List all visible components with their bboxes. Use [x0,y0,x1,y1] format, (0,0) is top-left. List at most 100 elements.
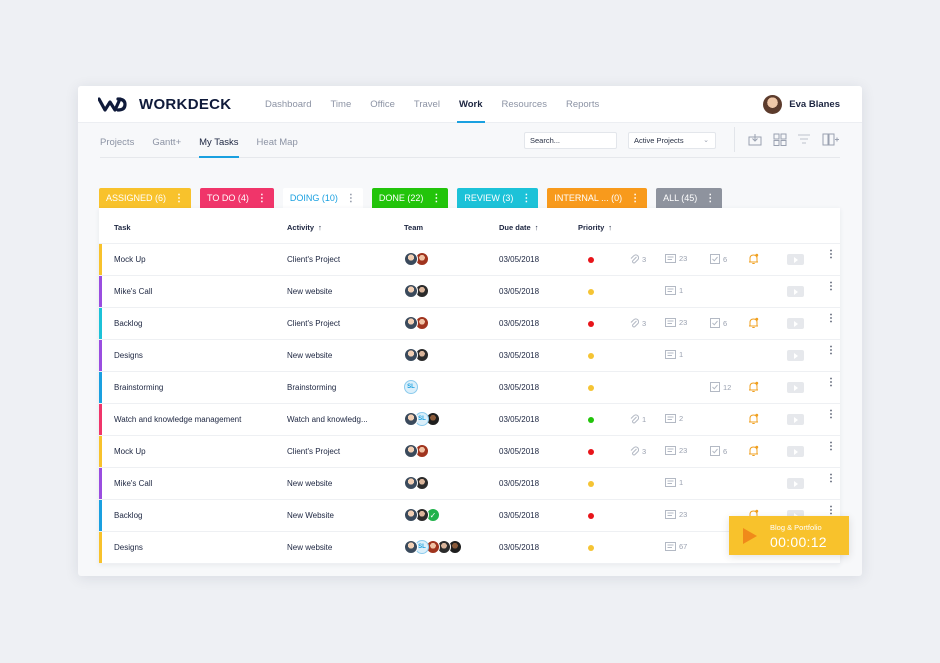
checklist[interactable]: 6 [710,446,727,456]
more-options-icon[interactable]: ⋮ [826,441,836,452]
attachments[interactable]: 3 [630,254,646,264]
nav-travel[interactable]: Travel [413,99,440,110]
team-avatars[interactable] [404,444,429,458]
bell-icon[interactable] [748,445,759,457]
tab-gantt[interactable]: Gantt+ [152,137,182,148]
search-input[interactable]: Search... [524,132,617,149]
filter-icon[interactable] [797,133,811,146]
task-name[interactable]: Mock Up [114,255,146,264]
bell-icon[interactable] [748,317,759,329]
task-name[interactable]: Watch and knowledge management [114,415,242,424]
more-options-icon[interactable]: ⋮ [826,249,836,260]
tab-more-icon[interactable]: ⋮ [256,192,267,204]
table-row[interactable]: Mike's Call New website 03/05/2018 1 ⋮ [99,276,840,308]
team-avatars[interactable]: ✓ [404,508,440,522]
activity-name[interactable]: New website [287,287,333,296]
activity-name[interactable]: Brainstorming [287,383,337,392]
task-name[interactable]: Backlog [114,511,143,520]
tab-doing[interactable]: DOING (10) ⋮ [282,188,363,208]
team-avatars[interactable] [404,316,429,330]
nav-work[interactable]: Work [456,86,485,123]
bell-icon[interactable] [748,413,759,425]
table-row[interactable]: Mike's Call New website 03/05/2018 1 ⋮ [99,468,840,500]
more-options-icon[interactable]: ⋮ [826,473,836,484]
play-timer-button[interactable] [787,350,804,361]
table-row[interactable]: Designs New website 03/05/2018 1 ⋮ [99,340,840,372]
comments[interactable]: 2 [665,414,683,423]
activity-name[interactable]: Watch and knowledg... [287,415,368,424]
checklist[interactable]: 6 [710,318,727,328]
comments[interactable]: 23 [665,510,687,519]
comments[interactable]: 1 [665,286,683,295]
tab-done[interactable]: DONE (22) ⋮ [371,188,449,208]
task-name[interactable]: Designs [114,543,143,552]
nav-reports[interactable]: Reports [565,99,600,110]
timer-widget[interactable]: Blog & Portfolio 00:00:12 [729,516,849,555]
comments[interactable]: 23 [665,318,687,327]
activity-name[interactable]: New website [287,543,333,552]
attachments[interactable]: 3 [630,446,646,456]
task-name[interactable]: Backlog [114,319,143,328]
bell-icon[interactable] [748,253,759,265]
tab-more-icon[interactable]: ⋮ [431,192,442,204]
team-avatars[interactable]: SL [404,380,418,394]
task-name[interactable]: Designs [114,351,143,360]
grid-view-icon[interactable] [773,133,787,146]
play-timer-button[interactable] [787,254,804,265]
play-timer-button[interactable] [787,446,804,457]
play-timer-button[interactable] [787,318,804,329]
more-options-icon[interactable]: ⋮ [826,281,836,292]
attachments[interactable]: 1 [630,414,646,424]
nav-office[interactable]: Office [370,99,395,110]
activity-name[interactable]: Client's Project [287,255,341,264]
header-activity[interactable]: Activity ↑ [287,223,322,232]
more-options-icon[interactable]: ⋮ [826,409,836,420]
add-column-icon[interactable] [822,133,840,146]
task-name[interactable]: Brainstorming [114,383,164,392]
checklist[interactable]: 6 [710,254,727,264]
comments[interactable]: 23 [665,446,687,455]
team-avatars[interactable] [404,476,429,490]
more-options-icon[interactable]: ⋮ [826,313,836,324]
nav-time[interactable]: Time [330,99,352,110]
comments[interactable]: 67 [665,542,687,551]
table-row[interactable]: Mock Up Client's Project 03/05/2018 3 23 6 ⋮ [99,436,840,468]
play-timer-button[interactable] [787,286,804,297]
play-timer-button[interactable] [787,382,804,393]
header-task[interactable]: Task [114,223,131,232]
comments[interactable]: 1 [665,350,683,359]
activity-name[interactable]: New website [287,479,333,488]
comments[interactable]: 23 [665,254,687,263]
table-row[interactable]: Mock Up Client's Project 03/05/2018 3 23 6 ⋮ [99,244,840,276]
team-avatars[interactable]: SL [404,412,440,426]
tab-more-icon[interactable]: ⋮ [630,192,641,204]
tab-more-icon[interactable]: ⋮ [345,192,356,204]
more-options-icon[interactable]: ⋮ [826,377,836,388]
tab-heat-map[interactable]: Heat Map [256,137,298,148]
tab-internal[interactable]: INTERNAL ... (0) ⋮ [547,188,648,208]
bell-icon[interactable] [748,381,759,393]
user-menu[interactable]: Eva Blanes [763,95,840,114]
task-name[interactable]: Mock Up [114,447,146,456]
team-avatars[interactable] [404,284,429,298]
task-name[interactable]: Mike's Call [114,479,153,488]
play-timer-button[interactable] [787,478,804,489]
comments[interactable]: 1 [665,478,683,487]
play-icon[interactable] [743,528,757,544]
header-team[interactable]: Team [404,223,423,232]
activity-name[interactable]: New website [287,351,333,360]
table-row[interactable]: Backlog Client's Project 03/05/2018 3 23 6 ⋮ [99,308,840,340]
workdeck-logo[interactable]: WORKDECK [98,96,231,113]
activity-name[interactable]: New Website [287,511,334,520]
nav-dashboard[interactable]: Dashboard [265,99,312,110]
tab-more-icon[interactable]: ⋮ [705,192,716,204]
more-options-icon[interactable]: ⋮ [826,345,836,356]
tab-review[interactable]: REVIEW (3) ⋮ [457,188,539,208]
team-avatars[interactable] [404,348,429,362]
tab-todo[interactable]: TO DO (4) ⋮ [200,188,274,208]
table-row[interactable]: Backlog New Website ✓ 03/05/2018 23 ⋮ [99,500,840,532]
activity-name[interactable]: Client's Project [287,447,341,456]
header-due-date[interactable]: Due date ↑ [499,223,538,232]
table-row[interactable]: Brainstorming Brainstorming SL 03/05/2018 12… [99,372,840,404]
